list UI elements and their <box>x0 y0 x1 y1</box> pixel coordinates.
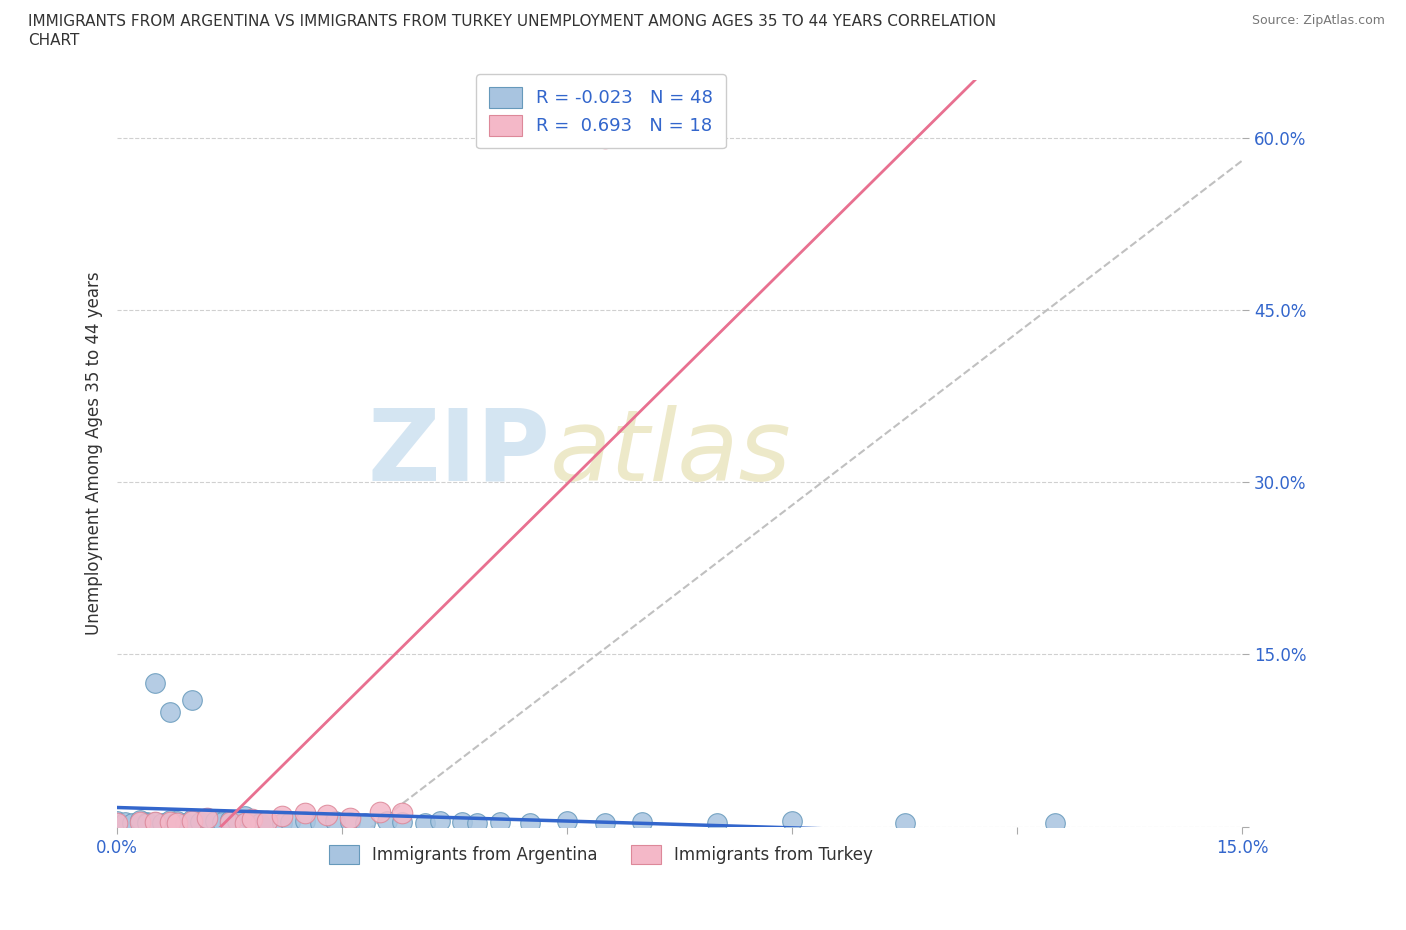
Point <box>256 814 278 829</box>
Point <box>339 810 361 825</box>
Text: IMMIGRANTS FROM ARGENTINA VS IMMIGRANTS FROM TURKEY UNEMPLOYMENT AMONG AGES 35 T: IMMIGRANTS FROM ARGENTINA VS IMMIGRANTS … <box>28 14 997 29</box>
Point <box>159 813 181 828</box>
Point <box>226 814 249 829</box>
Text: ZIP: ZIP <box>367 405 550 502</box>
Point <box>316 808 339 823</box>
Point <box>240 811 263 826</box>
Point <box>780 814 803 829</box>
Point <box>308 816 330 830</box>
Point <box>181 814 204 829</box>
Text: CHART: CHART <box>28 33 80 47</box>
Point <box>375 814 398 829</box>
Point <box>128 815 150 830</box>
Point <box>555 814 578 829</box>
Point <box>143 676 166 691</box>
Point <box>413 816 436 830</box>
Point <box>114 815 136 830</box>
Point <box>195 810 218 825</box>
Point <box>593 816 616 830</box>
Point <box>218 813 240 828</box>
Point <box>339 815 361 830</box>
Point <box>368 804 391 819</box>
Point <box>121 816 143 830</box>
Point <box>181 693 204 708</box>
Point <box>294 805 316 820</box>
Point <box>271 816 294 830</box>
Point <box>323 814 346 829</box>
Point <box>429 814 451 829</box>
Point <box>451 815 474 830</box>
Point <box>143 815 166 830</box>
Point <box>218 815 240 830</box>
Point <box>249 816 271 830</box>
Point <box>181 811 204 826</box>
Point <box>159 815 181 830</box>
Point <box>105 816 128 830</box>
Point <box>894 816 917 830</box>
Text: Source: ZipAtlas.com: Source: ZipAtlas.com <box>1251 14 1385 27</box>
Point <box>173 816 195 830</box>
Text: atlas: atlas <box>550 405 792 502</box>
Legend: Immigrants from Argentina, Immigrants from Turkey: Immigrants from Argentina, Immigrants fr… <box>322 838 880 870</box>
Point <box>488 815 510 830</box>
Point <box>143 815 166 830</box>
Point <box>706 816 728 830</box>
Point <box>204 814 226 829</box>
Point <box>233 809 256 824</box>
Point <box>271 809 294 824</box>
Point <box>188 815 211 830</box>
Point <box>166 814 188 829</box>
Point <box>159 704 181 719</box>
Point <box>105 814 128 829</box>
Point <box>391 805 413 820</box>
Point <box>136 815 159 830</box>
Point <box>294 814 316 829</box>
Point <box>391 815 413 830</box>
Point <box>631 815 654 830</box>
Point <box>519 816 541 830</box>
Point <box>150 816 173 830</box>
Point <box>128 813 150 828</box>
Point <box>136 816 159 830</box>
Point <box>465 816 488 830</box>
Point <box>240 815 263 830</box>
Point <box>233 816 256 830</box>
Point <box>256 814 278 829</box>
Point <box>195 810 218 825</box>
Point <box>218 816 240 830</box>
Point <box>278 815 301 830</box>
Point <box>166 816 188 830</box>
Point <box>211 815 233 830</box>
Y-axis label: Unemployment Among Ages 35 to 44 years: Unemployment Among Ages 35 to 44 years <box>86 272 103 635</box>
Point <box>593 130 616 145</box>
Point <box>353 816 375 830</box>
Point <box>1043 816 1066 830</box>
